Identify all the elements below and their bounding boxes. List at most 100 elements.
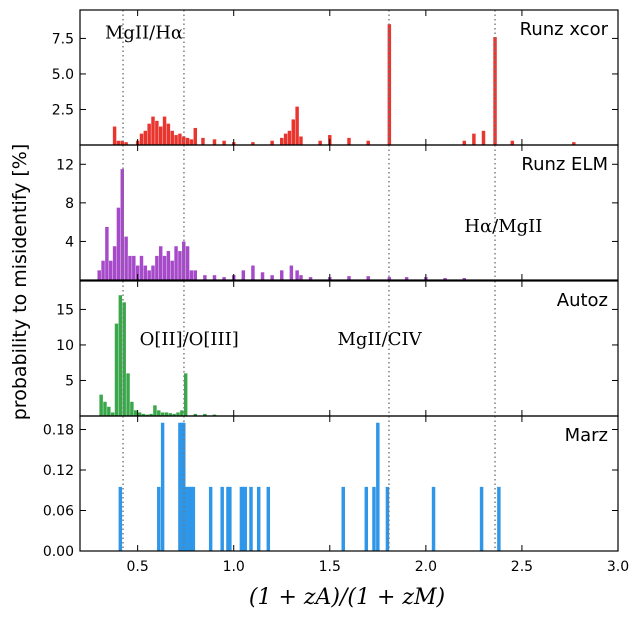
bar — [385, 486, 390, 552]
bar — [147, 270, 151, 280]
bar — [143, 265, 148, 280]
panel-frame — [79, 144, 619, 281]
y-tick-label: 0.12 — [43, 463, 74, 479]
y-tick-label: 7.5 — [52, 31, 74, 47]
bar — [182, 241, 186, 280]
panel-title: Runz ELM — [521, 154, 608, 175]
bar — [185, 486, 190, 552]
y-tick-label: 2.5 — [52, 102, 74, 118]
bar — [256, 486, 261, 552]
bar — [208, 486, 213, 552]
bar — [299, 136, 303, 145]
bar — [387, 277, 392, 280]
bar — [170, 130, 174, 145]
bar — [243, 486, 247, 552]
x-tick-label: 2.5 — [511, 559, 533, 575]
y-tick-label: 10 — [56, 338, 74, 354]
bar — [166, 251, 171, 280]
bar — [185, 246, 190, 280]
bar — [347, 276, 351, 280]
y-axis-label: probability to misidentify [%] — [9, 144, 31, 421]
y-tick-label: 8 — [65, 196, 74, 212]
bar — [107, 406, 111, 416]
annotation: MgII/CIV — [337, 329, 422, 350]
x-tick-label: 2.0 — [415, 559, 437, 575]
x-axis-label: (1 + zA)/(1 + zM) — [249, 585, 445, 610]
bar — [372, 486, 376, 552]
bar — [135, 265, 140, 280]
bar — [124, 142, 128, 145]
panel-3: 0.00 0.06 0.12 0.18 Marz — [43, 415, 619, 560]
bar — [122, 302, 126, 416]
panel-title: Autoz — [557, 290, 608, 311]
bar — [201, 137, 205, 145]
bar — [249, 486, 253, 552]
bar — [120, 169, 124, 280]
bar — [110, 412, 115, 416]
y-tick-label: 12 — [56, 157, 74, 173]
bar — [222, 140, 226, 145]
bar — [174, 246, 178, 280]
bar — [203, 275, 207, 280]
bar — [364, 486, 369, 552]
y-tick-label: 0.06 — [43, 504, 74, 520]
bar — [299, 275, 303, 280]
bar — [143, 130, 148, 145]
bar — [160, 422, 165, 551]
bar — [182, 422, 186, 551]
bar — [189, 486, 194, 552]
bar — [203, 413, 207, 416]
bar — [212, 414, 217, 416]
bar — [280, 270, 284, 280]
y-tick-label: 15 — [56, 302, 74, 318]
bar — [180, 410, 184, 416]
bar — [112, 246, 117, 280]
bar — [118, 295, 123, 416]
bar — [341, 486, 345, 552]
bar — [180, 422, 184, 551]
bar — [153, 405, 157, 416]
bar — [145, 414, 149, 416]
bar — [157, 486, 161, 552]
y-tick-label: 4 — [65, 234, 74, 250]
bar — [137, 412, 142, 416]
bar — [462, 278, 467, 280]
bar — [166, 123, 171, 145]
annotation: MgII/Hα — [105, 22, 183, 43]
bar — [347, 137, 351, 145]
bar — [103, 401, 107, 416]
bar — [170, 260, 174, 280]
bar — [157, 410, 161, 416]
bar — [133, 410, 138, 416]
bar — [168, 413, 173, 416]
bar — [151, 116, 155, 145]
bar — [130, 401, 134, 416]
annotation: Hα/MgII — [464, 216, 542, 237]
bar — [366, 276, 370, 280]
bar — [376, 422, 380, 551]
bar — [120, 140, 124, 145]
bar — [193, 413, 198, 416]
bar — [260, 272, 265, 280]
bar — [158, 126, 163, 145]
bar — [109, 260, 113, 280]
bar — [114, 323, 119, 416]
bar — [189, 270, 194, 280]
bar — [479, 486, 484, 552]
bar — [116, 140, 121, 145]
bar — [270, 275, 274, 280]
bar — [222, 277, 226, 280]
x-tick-label: 0.5 — [127, 559, 149, 575]
bar — [158, 246, 163, 280]
bar — [178, 422, 182, 551]
bar — [241, 270, 246, 280]
x-tick-label: 1.0 — [223, 559, 245, 575]
bar — [172, 413, 176, 416]
bar — [162, 116, 167, 145]
bar — [443, 278, 447, 280]
bar — [497, 486, 501, 552]
bar — [187, 486, 192, 552]
y-tick-label: 0.18 — [43, 423, 74, 439]
bar — [572, 142, 576, 145]
